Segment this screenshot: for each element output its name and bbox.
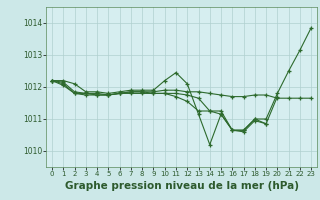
X-axis label: Graphe pression niveau de la mer (hPa): Graphe pression niveau de la mer (hPa) [65, 181, 299, 191]
